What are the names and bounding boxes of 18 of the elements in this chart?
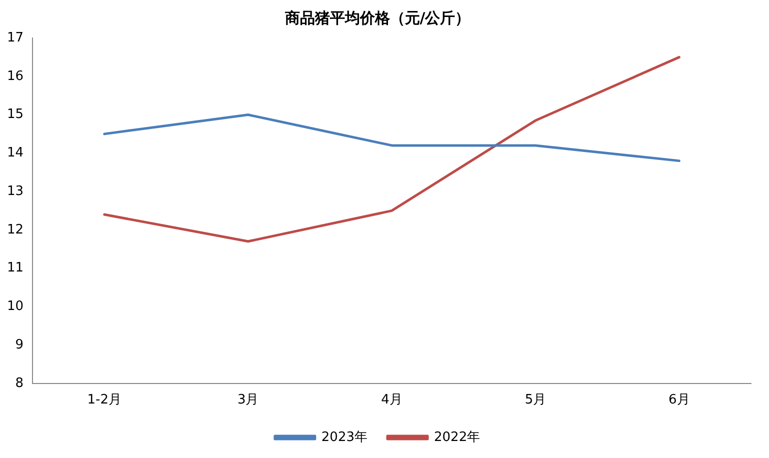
y-tick-label: 13 [6,184,24,199]
legend-label: 2022年 [434,430,480,445]
y-tick-label: 11 [6,260,24,276]
y-tick-label: 16 [6,68,24,84]
y-tick-label: 17 [6,30,24,46]
x-tick-label: 1-2月 [87,392,122,408]
y-tick-label: 15 [6,107,24,122]
y-tick-label: 12 [6,222,24,238]
legend-label: 2023年 [321,430,368,445]
y-tick-label: 9 [15,337,24,352]
x-tick-label: 5月 [524,392,546,408]
x-tick-label: 6月 [668,392,690,408]
chart-title: 商品猪平均价格（元/公斤） [284,8,470,27]
y-tick-label: 14 [6,146,24,161]
x-tick-label: 3月 [237,392,259,408]
y-tick-label: 8 [15,376,24,391]
y-tick-label: 10 [6,299,24,314]
x-tick-label: 4月 [381,392,402,408]
